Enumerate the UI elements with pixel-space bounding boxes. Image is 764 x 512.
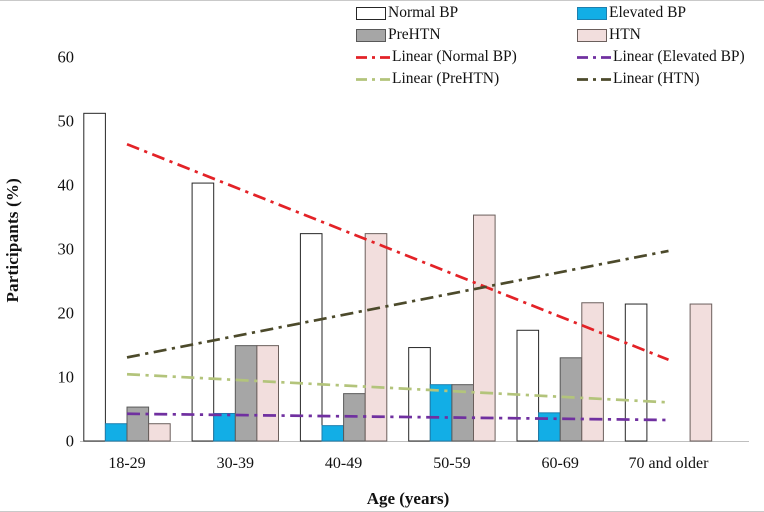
- x-tick-label-50-59: 50-59: [433, 455, 470, 472]
- bar-prehtn-50-59: [451, 384, 474, 442]
- y-tick-label-40: 40: [58, 176, 75, 195]
- legend-item-elevated-bp: Elevated BP: [577, 2, 745, 24]
- legend-line-swatch-linear-elevated-bp: [577, 55, 611, 59]
- x-tick-label-70-and-older: 70 and older: [629, 455, 710, 472]
- bar-elevated-bp-18-29: [104, 423, 128, 442]
- bar-elevated-bp-60-69: [538, 412, 561, 442]
- trendline-elevated-bp: [126, 412, 669, 422]
- y-tick-label-20: 20: [58, 304, 75, 323]
- bar-htn-30-39: [256, 345, 279, 442]
- legend-label-elevated-bp: Elevated BP: [609, 4, 687, 21]
- bar-prehtn-60-69: [559, 357, 583, 442]
- trendline-prehtn: [126, 372, 669, 404]
- bar-htn-70-and-older: [689, 303, 713, 442]
- bar-prehtn-18-29: [126, 406, 150, 442]
- chart-legend: Normal BP Elevated BP PreHTN HTN Linear (Nor…: [356, 2, 745, 90]
- bar-normal-bp-50-59: [408, 347, 431, 442]
- bar-htn-18-29: [148, 423, 171, 442]
- bar-htn-50-59: [473, 214, 496, 442]
- bar-normal-bp-18-29: [83, 112, 106, 442]
- x-axis-title: Age (years): [366, 489, 450, 508]
- legend-item-linear-elevated-bp: Linear (Elevated BP): [577, 46, 745, 68]
- y-axis-title: Participants (%): [3, 178, 22, 303]
- x-tick-label-40-49: 40-49: [325, 455, 362, 472]
- bar-elevated-bp-40-49: [321, 425, 345, 442]
- legend-item-linear-normal-bp: Linear (Normal BP): [356, 46, 577, 68]
- legend-label-linear-prehtn: Linear (PreHTN): [392, 70, 500, 87]
- bar-normal-bp-70-and-older: [624, 303, 648, 442]
- bar-normal-bp-40-49: [299, 233, 323, 442]
- legend-item-linear-htn: Linear (HTN): [577, 68, 745, 90]
- legend-swatch-htn: [577, 28, 607, 42]
- bar-normal-bp-60-69: [516, 329, 540, 442]
- y-tick-label-0: 0: [66, 432, 74, 451]
- legend-label-normal-bp: Normal BP: [388, 4, 459, 21]
- legend-swatch-elevated-bp: [577, 6, 607, 20]
- legend-line-swatch-linear-htn: [577, 77, 611, 81]
- legend-swatch-normal-bp: [356, 6, 386, 20]
- bar-elevated-bp-30-39: [213, 412, 236, 442]
- bar-normal-bp-30-39: [191, 182, 215, 442]
- bar-htn-60-69: [581, 302, 604, 442]
- legend-label-linear-normal-bp: Linear (Normal BP): [392, 48, 517, 65]
- legend-label-linear-elevated-bp: Linear (Elevated BP): [613, 48, 745, 65]
- bar-elevated-bp-50-59: [429, 384, 453, 442]
- legend-item-prehtn: PreHTN: [356, 24, 577, 46]
- x-tick-label-18-29: 18-29: [108, 455, 145, 472]
- legend-item-normal-bp: Normal BP: [356, 2, 577, 24]
- y-tick-label-30: 30: [58, 240, 75, 259]
- legend-item-htn: HTN: [577, 24, 745, 46]
- figure-border-top: [0, 0, 764, 1]
- legend-line-swatch-linear-prehtn: [356, 77, 390, 81]
- legend-line-swatch-linear-normal-bp: [356, 55, 390, 59]
- bar-htn-40-49: [364, 233, 388, 442]
- y-tick-label-50: 50: [58, 112, 75, 131]
- legend-item-linear-prehtn: Linear (PreHTN): [356, 68, 577, 90]
- x-tick-label-60-69: 60-69: [542, 455, 579, 472]
- trendline-normal-bp: [126, 142, 669, 362]
- y-tick-label-60: 60: [58, 48, 75, 67]
- x-tick-label-30-39: 30-39: [217, 455, 254, 472]
- legend-label-prehtn: PreHTN: [388, 26, 441, 43]
- legend-swatch-prehtn: [356, 28, 386, 42]
- y-tick-label-10: 10: [58, 368, 75, 387]
- bar-prehtn-30-39: [234, 345, 258, 442]
- trendline-htn: [126, 249, 669, 359]
- legend-label-htn: HTN: [609, 26, 641, 43]
- legend-label-linear-htn: Linear (HTN): [613, 70, 700, 87]
